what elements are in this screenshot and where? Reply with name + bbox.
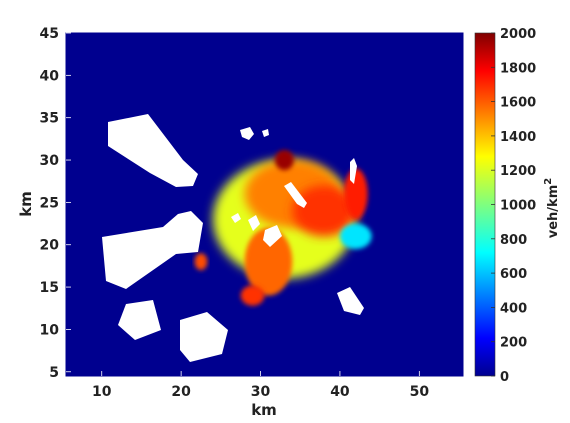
- colorbar-ticks: 0 200 400 600 800 1000 1200 1400 1600 1800 2000: [491, 27, 536, 385]
- no-data-region: [263, 225, 282, 247]
- y-tick-label: 30: [40, 153, 60, 169]
- no-data-region: [284, 182, 307, 208]
- density-region: [343, 168, 368, 220]
- density-region: [339, 223, 372, 249]
- density-field: [194, 149, 372, 306]
- y-tick-label: 35: [40, 111, 59, 127]
- no-data-region: [118, 300, 161, 340]
- no-data-region: [240, 127, 254, 140]
- colorbar-label-superscript: 2: [543, 178, 554, 185]
- density-region: [244, 227, 293, 296]
- y-tick-label: 45: [40, 26, 59, 42]
- colorbar-tick-label: 1400: [500, 130, 536, 145]
- x-tick-label: 30: [251, 384, 271, 400]
- colorbar-tick-label: 1200: [500, 164, 536, 179]
- colorbar-tick-label: 1800: [500, 61, 536, 76]
- no-data-regions: [102, 114, 364, 362]
- colorbar-tick-label: 600: [500, 267, 527, 282]
- plot-frame: [65, 32, 464, 377]
- x-tick-label: 40: [330, 384, 350, 400]
- x-tick-label: 50: [410, 384, 430, 400]
- x-axis-label: km: [251, 401, 277, 419]
- no-data-region: [180, 312, 228, 362]
- colorbar-label-unit: veh/km: [546, 185, 561, 239]
- y-tick-label: 25: [40, 195, 59, 211]
- density-region: [194, 253, 208, 271]
- y-tick-label: 40: [40, 68, 60, 84]
- colorbar-tick-label: 2000: [500, 27, 536, 42]
- y-tick-label: 10: [40, 322, 60, 338]
- no-data-region: [102, 211, 203, 289]
- no-data-region: [231, 213, 241, 223]
- density-region: [274, 149, 294, 171]
- y-tick-label: 5: [49, 365, 59, 381]
- colorbar-label: veh/km2: [543, 178, 561, 239]
- y-tick-label: 15: [40, 280, 59, 296]
- density-region: [240, 285, 265, 306]
- x-tick-label: 10: [92, 384, 112, 400]
- y-tick-label: 20: [40, 238, 60, 254]
- y-axis-ticks: 5 10 15 20 25 30 35 40 45: [40, 26, 71, 381]
- colorbar-tick-label: 200: [500, 336, 527, 351]
- no-data-region: [108, 114, 198, 187]
- no-data-region: [350, 158, 357, 184]
- colorbar-tick-label: 1000: [500, 199, 536, 214]
- x-tick-label: 20: [171, 384, 191, 400]
- no-data-region: [337, 287, 364, 315]
- no-data-region: [262, 129, 269, 137]
- colorbar-tick-label: 0: [500, 370, 509, 385]
- colorbar-tick-label: 1600: [500, 96, 536, 111]
- y-axis-label: km: [17, 191, 35, 217]
- no-data-region: [248, 215, 260, 231]
- x-axis-ticks: 10 20 30 40 50: [92, 371, 429, 400]
- colorbar-tick-label: 800: [500, 233, 527, 248]
- density-region: [292, 185, 356, 237]
- colorbar-tick-label: 400: [500, 301, 527, 316]
